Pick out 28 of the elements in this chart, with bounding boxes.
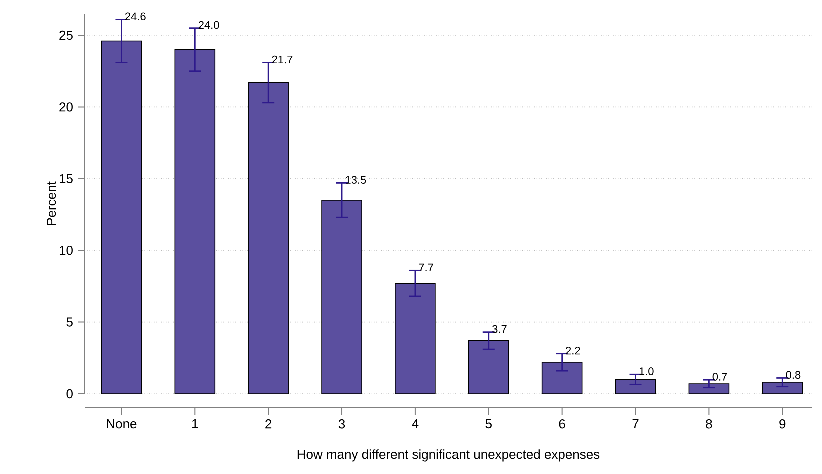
x-tick-label: 5 (486, 420, 492, 429)
x-tick-label: 3 (338, 420, 346, 429)
x-tick-label: 1 (192, 420, 198, 428)
x-tick-label: 2 (266, 420, 272, 429)
x-tick-label: 9 (780, 420, 786, 429)
y-tick-label: 10 (60, 246, 73, 256)
y-tick-label: 0 (66, 389, 73, 399)
x-tick-label: 6 (559, 420, 566, 429)
data-label: 24.6 (125, 12, 146, 21)
y-tick-label: 25 (60, 30, 73, 40)
data-label: 0.7 (712, 373, 728, 381)
data-label: 21.7 (272, 56, 293, 64)
data-label: 0.8 (786, 371, 801, 380)
y-axis-title: Percent (47, 182, 56, 226)
data-label: 2.2 (566, 346, 580, 355)
data-label: 7.7 (419, 264, 434, 272)
y-tick-label: 20 (60, 102, 73, 112)
x-tick-label: None (107, 420, 137, 429)
x-tick-label: 8 (706, 420, 712, 429)
data-label: 24.0 (198, 21, 220, 30)
data-label: 13.5 (346, 176, 366, 184)
y-tick-label: 15 (60, 174, 73, 184)
x-tick-label: 4 (412, 420, 419, 428)
x-axis-title: How many different significant unexpected expenses (298, 450, 600, 462)
x-tick-label: 7 (632, 420, 639, 428)
data-label: 1.0 (640, 368, 654, 376)
data-label: 3.7 (492, 325, 507, 334)
y-tick-label: 5 (66, 318, 73, 327)
